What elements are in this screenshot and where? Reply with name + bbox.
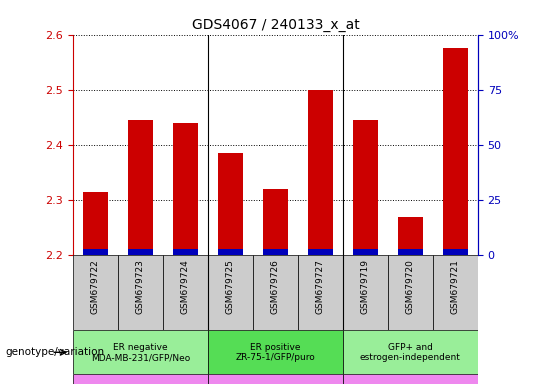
Bar xyxy=(388,255,433,330)
Bar xyxy=(128,120,153,255)
Text: GSM679723: GSM679723 xyxy=(136,259,145,314)
Bar xyxy=(73,255,118,330)
Bar xyxy=(433,255,478,330)
Text: GSM679725: GSM679725 xyxy=(226,259,235,314)
Title: GDS4067 / 240133_x_at: GDS4067 / 240133_x_at xyxy=(192,18,359,32)
Bar xyxy=(308,249,333,255)
Bar xyxy=(343,374,478,384)
Bar xyxy=(73,374,208,384)
Text: GSM679721: GSM679721 xyxy=(451,259,460,314)
Bar xyxy=(173,123,198,255)
Text: GFP+ and
estrogen-independent: GFP+ and estrogen-independent xyxy=(360,343,461,362)
Text: GSM679719: GSM679719 xyxy=(361,259,370,314)
Bar xyxy=(398,249,423,255)
Bar xyxy=(218,249,243,255)
Text: ER negative
MDA-MB-231/GFP/Neo: ER negative MDA-MB-231/GFP/Neo xyxy=(91,343,190,362)
Bar xyxy=(263,249,288,255)
Text: ER positive
ZR-75-1/GFP/puro: ER positive ZR-75-1/GFP/puro xyxy=(235,343,315,362)
Bar xyxy=(343,255,388,330)
Bar xyxy=(208,255,253,330)
Bar xyxy=(118,255,163,330)
Bar xyxy=(398,217,423,255)
Bar xyxy=(208,330,343,374)
Bar xyxy=(218,153,243,255)
Bar xyxy=(83,249,108,255)
Bar xyxy=(353,120,378,255)
Bar xyxy=(208,374,343,384)
Text: GSM679726: GSM679726 xyxy=(271,259,280,314)
Bar xyxy=(128,249,153,255)
Bar xyxy=(73,330,208,374)
Bar xyxy=(343,330,478,374)
Bar xyxy=(353,249,378,255)
Bar xyxy=(263,189,288,255)
Bar xyxy=(253,255,298,330)
Text: GSM679727: GSM679727 xyxy=(316,259,325,314)
Bar xyxy=(163,255,208,330)
Bar xyxy=(308,90,333,255)
Text: genotype/variation: genotype/variation xyxy=(5,347,105,358)
Bar xyxy=(83,192,108,255)
Bar xyxy=(298,255,343,330)
Bar xyxy=(173,249,198,255)
Bar xyxy=(443,48,468,255)
Text: GSM679722: GSM679722 xyxy=(91,259,100,314)
Text: GSM679724: GSM679724 xyxy=(181,259,190,314)
Text: GSM679720: GSM679720 xyxy=(406,259,415,314)
Bar xyxy=(443,249,468,255)
